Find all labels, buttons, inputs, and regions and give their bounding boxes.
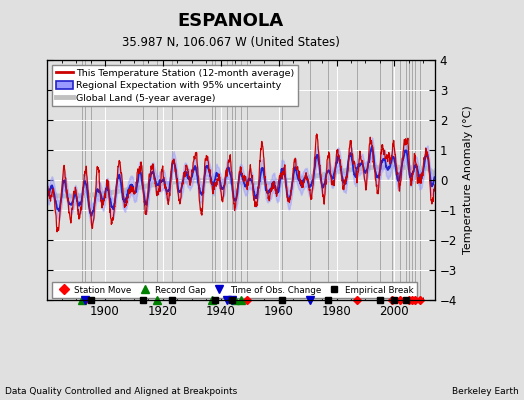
Y-axis label: Temperature Anomaly (°C): Temperature Anomaly (°C) — [463, 106, 473, 254]
Legend: Station Move, Record Gap, Time of Obs. Change, Empirical Break: Station Move, Record Gap, Time of Obs. C… — [51, 282, 417, 298]
Text: 35.987 N, 106.067 W (United States): 35.987 N, 106.067 W (United States) — [122, 36, 340, 49]
Text: Data Quality Controlled and Aligned at Breakpoints: Data Quality Controlled and Aligned at B… — [5, 387, 237, 396]
Text: Berkeley Earth: Berkeley Earth — [452, 387, 519, 396]
Text: ESPANOLA: ESPANOLA — [178, 12, 283, 30]
